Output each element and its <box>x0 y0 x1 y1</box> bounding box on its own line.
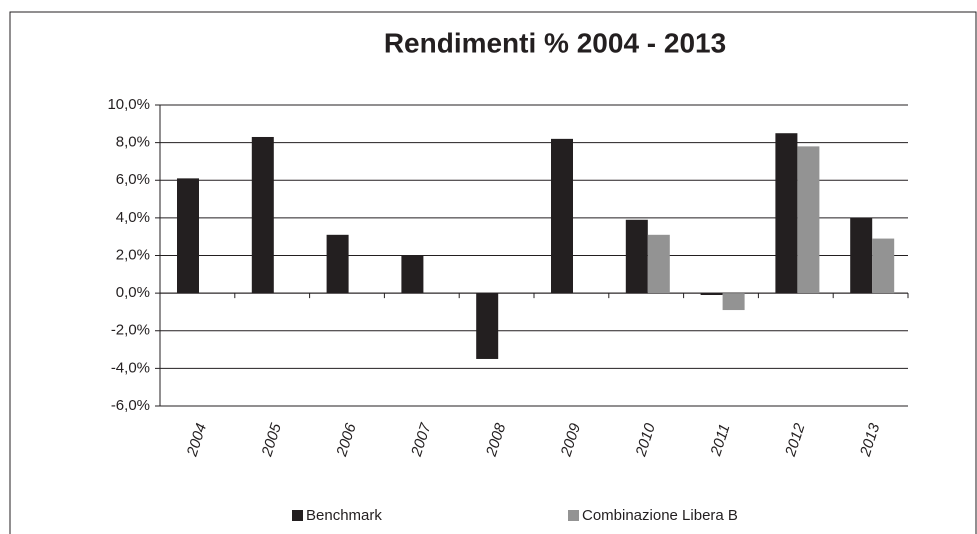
legend-swatch <box>292 510 303 521</box>
x-tick-label: 2010 <box>632 421 659 460</box>
bar <box>401 255 424 294</box>
legend-label: Benchmark <box>306 507 382 524</box>
y-tick-label: -4,0% <box>111 359 150 376</box>
x-tick-label: 2011 <box>707 422 733 459</box>
y-tick-label: 10,0% <box>107 96 150 113</box>
bar <box>251 136 274 294</box>
bar <box>722 293 745 311</box>
chart-frame <box>9 11 977 534</box>
legend-swatch <box>568 510 579 521</box>
bar <box>700 293 723 296</box>
x-tick-label: 2004 <box>183 421 210 459</box>
x-tick-label: 2012 <box>782 421 809 460</box>
bar <box>797 146 820 294</box>
bar <box>775 133 798 294</box>
y-tick-label: -2,0% <box>111 322 150 339</box>
y-tick-label: 6,0% <box>116 171 150 188</box>
bar <box>850 217 873 294</box>
x-tick-label: 2008 <box>483 421 510 460</box>
x-tick-label: 2005 <box>258 421 285 460</box>
bar <box>476 293 499 359</box>
y-tick-label: 4,0% <box>116 209 150 226</box>
x-tick-label: 2013 <box>857 421 884 460</box>
x-tick-label: 2007 <box>408 421 435 460</box>
chart-title: Rendimenti % 2004 - 2013 <box>384 27 726 58</box>
y-tick-label: -6,0% <box>111 397 150 414</box>
y-tick-label: 8,0% <box>116 134 150 151</box>
bar <box>326 234 349 294</box>
bar <box>872 238 895 294</box>
bar <box>625 219 648 294</box>
y-tick-label: 0,0% <box>116 284 150 301</box>
legend-label: Combinazione Libera B <box>582 507 738 524</box>
x-tick-label: 2006 <box>333 421 360 460</box>
x-tick-label: 2009 <box>557 421 584 460</box>
bar <box>647 234 670 294</box>
y-tick-label: 2,0% <box>116 246 150 263</box>
bar <box>551 138 573 294</box>
bar <box>177 178 199 294</box>
